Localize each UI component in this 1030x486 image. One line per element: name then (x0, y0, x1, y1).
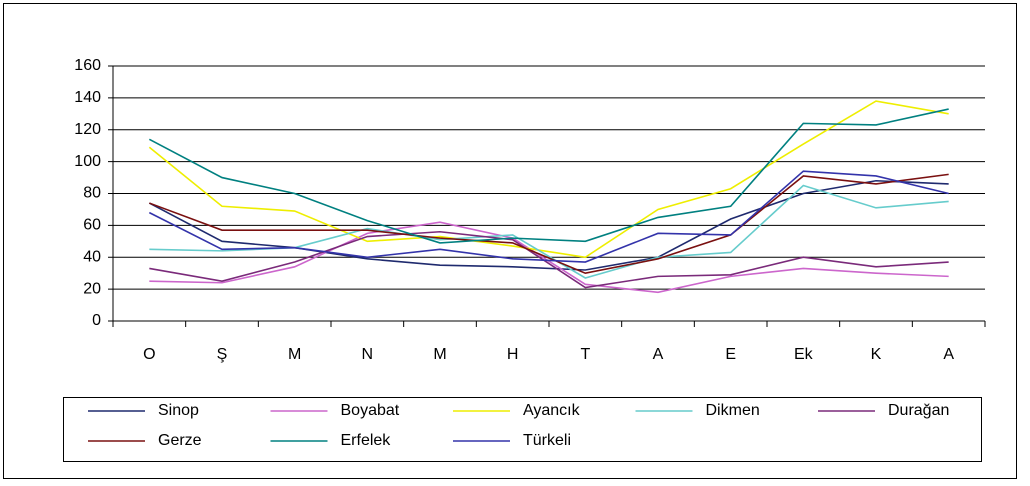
x-tick-label: K (871, 346, 882, 363)
y-tick-label: 20 (83, 280, 101, 297)
series-line (149, 173, 949, 275)
x-tick-label: A (653, 346, 664, 363)
series-line (148, 100, 949, 259)
x-tick-label: T (580, 346, 590, 363)
y-tick-label: 80 (83, 185, 101, 202)
legend-box (63, 397, 982, 462)
x-tick-label: M (288, 346, 301, 363)
series-line (148, 179, 949, 271)
series-line (148, 108, 949, 244)
y-tick-label: 160 (74, 57, 101, 74)
x-tick-label: A (943, 346, 954, 363)
y-tick-label: 120 (74, 121, 101, 138)
legend-label: Erfelek (341, 432, 392, 449)
y-tick-label: 0 (92, 312, 101, 329)
y-tick-label: 60 (83, 217, 101, 234)
x-tick-label: N (362, 346, 374, 363)
series-line (148, 170, 949, 263)
legend-label: Ayancık (523, 402, 581, 419)
x-tick-label: M (433, 346, 446, 363)
legend-label: Gerze (158, 432, 202, 449)
x-tick-label: Ş (217, 346, 228, 363)
y-tick-label: 40 (83, 248, 101, 265)
legend-label: Boyabat (341, 402, 400, 419)
x-tick-label: E (725, 346, 736, 363)
series-line (149, 230, 949, 289)
x-tick-label: O (143, 346, 155, 363)
legend-label: Türkeli (523, 432, 571, 449)
legend-label: Dikmen (706, 402, 760, 419)
x-tick-label: Ek (794, 346, 814, 363)
legend-label: Durağan (888, 402, 949, 419)
y-tick-label: 100 (74, 153, 101, 170)
legend-label: Sinop (158, 402, 199, 419)
y-tick-label: 140 (74, 89, 101, 106)
x-tick-label: H (507, 346, 519, 363)
